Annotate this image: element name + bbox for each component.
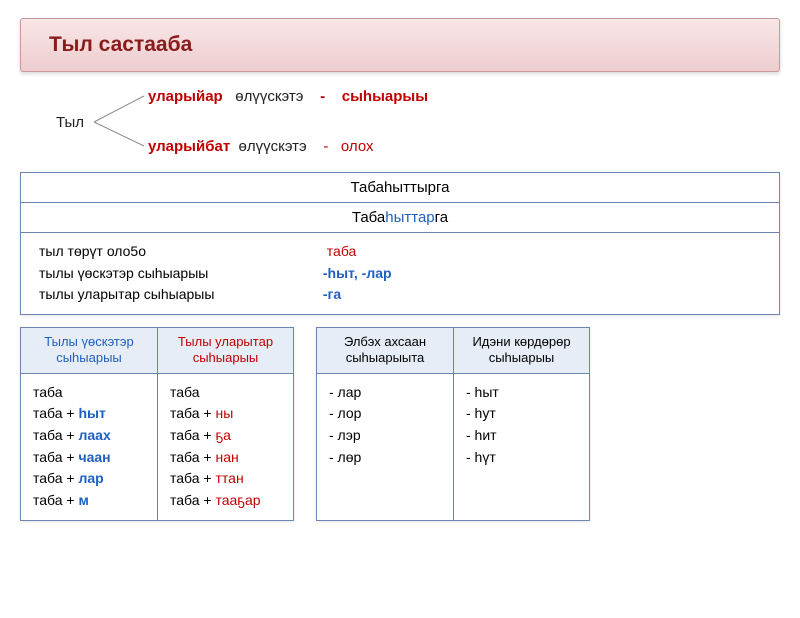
branch-top-word: өлүүскэтэ [235,88,303,105]
list-item: таба + чаан [33,447,145,469]
branch-top-red: уларыйар [148,88,223,105]
row2-post: га [435,209,448,226]
t1-head: Тылы үөскэтэр сыһыарыы [21,328,157,374]
t3-body: - лар- лор- лэр- лөр [317,374,453,477]
table-pair-right: Элбэх ахсаан сыһыарыыта - лар- лор- лэр-… [316,327,590,521]
t1-body: табатаба + һыттаба + лаахтаба + чаантаба… [21,374,157,520]
list-item: таба + ны [170,403,281,425]
col-t2: Тылы уларытар сыһыарыы табатаба + нытаба… [157,328,293,520]
row3-r2a: -һыт [323,265,354,281]
title-banner: Тыл састааба [20,18,780,72]
row3-l2: тылы үөскэтэр сыһыарыы [39,263,319,285]
list-item: - лор [329,403,441,425]
row3-r1: таба [327,243,357,259]
t2-head-text: Тылы уларытар сыһыарыы [178,334,273,365]
t2-body: табатаба + нытаба + ҕатаба + нантаба + т… [158,374,293,520]
t4-body: - һыт- һут- һит- һүт [454,374,589,477]
row3-r2b: , -лар [354,265,392,281]
list-item: таба + ттан [170,468,281,490]
list-item: таба + нан [170,447,281,469]
row3-l1: тыл төрүт оло5о [39,241,319,263]
row3-left: тыл төрүт оло5о тылы үөскэтэр сыһыарыы т… [39,241,319,306]
list-item: - һүт [466,447,577,469]
table-pair-left: Тылы үөскэтэр сыһыарыы табатаба + һыттаб… [20,327,294,521]
t4-head: Идэни көрдөрөр сыһыарыы [454,328,589,374]
list-item: таба [170,382,281,404]
list-item: - һыт [466,382,577,404]
branch-bot-tail: олох [341,138,374,155]
small-tables: Тылы үөскэтэр сыһыарыы табатаба + һыттаб… [20,327,780,521]
list-item: - лар [329,382,441,404]
row3-l3: тылы уларытар сыһыарыы [39,284,319,306]
branch-diagram: Тыл уларыйар өлүүскэтэ - сыһыарыы уларый… [30,82,770,160]
row3-right: таба -һыт, -лар -га [323,241,503,306]
list-item: таба + м [33,490,145,512]
list-item: - лэр [329,425,441,447]
row3-r3: -га [323,286,341,302]
t1-head-text: Тылы үөскэтэр сыһыарыы [44,334,133,365]
list-item: - һит [466,425,577,447]
main-table-row1: Табаһыттырга [21,173,779,203]
main-table-row2: Табаһыттарга [21,203,779,233]
main-table-row3: тыл төрүт оло5о тылы үөскэтэр сыһыарыы т… [21,233,779,314]
main-table: Табаһыттырга Табаһыттарга тыл төрүт оло5… [20,172,780,315]
branch-bot-dash: - [323,138,328,155]
branch-top-dash: - [320,88,325,105]
branch-lines [90,90,150,152]
list-item: таба + тааҕар [170,490,281,512]
col-t1: Тылы үөскэтэр сыһыарыы табатаба + һыттаб… [21,328,157,520]
list-item: таба + лаах [33,425,145,447]
list-item: таба + лар [33,468,145,490]
t2-head: Тылы уларытар сыһыарыы [158,328,293,374]
col-t4: Идэни көрдөрөр сыһыарыы - һыт- һут- һит-… [453,328,589,520]
page-title: Тыл састааба [49,33,192,56]
list-item: - лөр [329,447,441,469]
list-item: - һут [466,403,577,425]
branch-bottom: уларыйбат өлүүскэтэ - олох [148,138,374,155]
list-item: таба + ҕа [170,425,281,447]
branch-bot-word: өлүүскэтэ [239,138,307,155]
row2-pre: Таба [352,209,385,226]
branch-top: уларыйар өлүүскэтэ - сыһыарыы [148,88,428,105]
list-item: таба + һыт [33,403,145,425]
branch-top-tail: сыһыарыы [342,88,428,105]
branch-root: Тыл [56,114,84,131]
row2-blue: һыттар [385,209,434,226]
list-item: таба [33,382,145,404]
branch-bot-red: уларыйбат [148,138,230,155]
t3-head: Элбэх ахсаан сыһыарыыта [317,328,453,374]
col-t3: Элбэх ахсаан сыһыарыыта - лар- лор- лэр-… [317,328,453,520]
